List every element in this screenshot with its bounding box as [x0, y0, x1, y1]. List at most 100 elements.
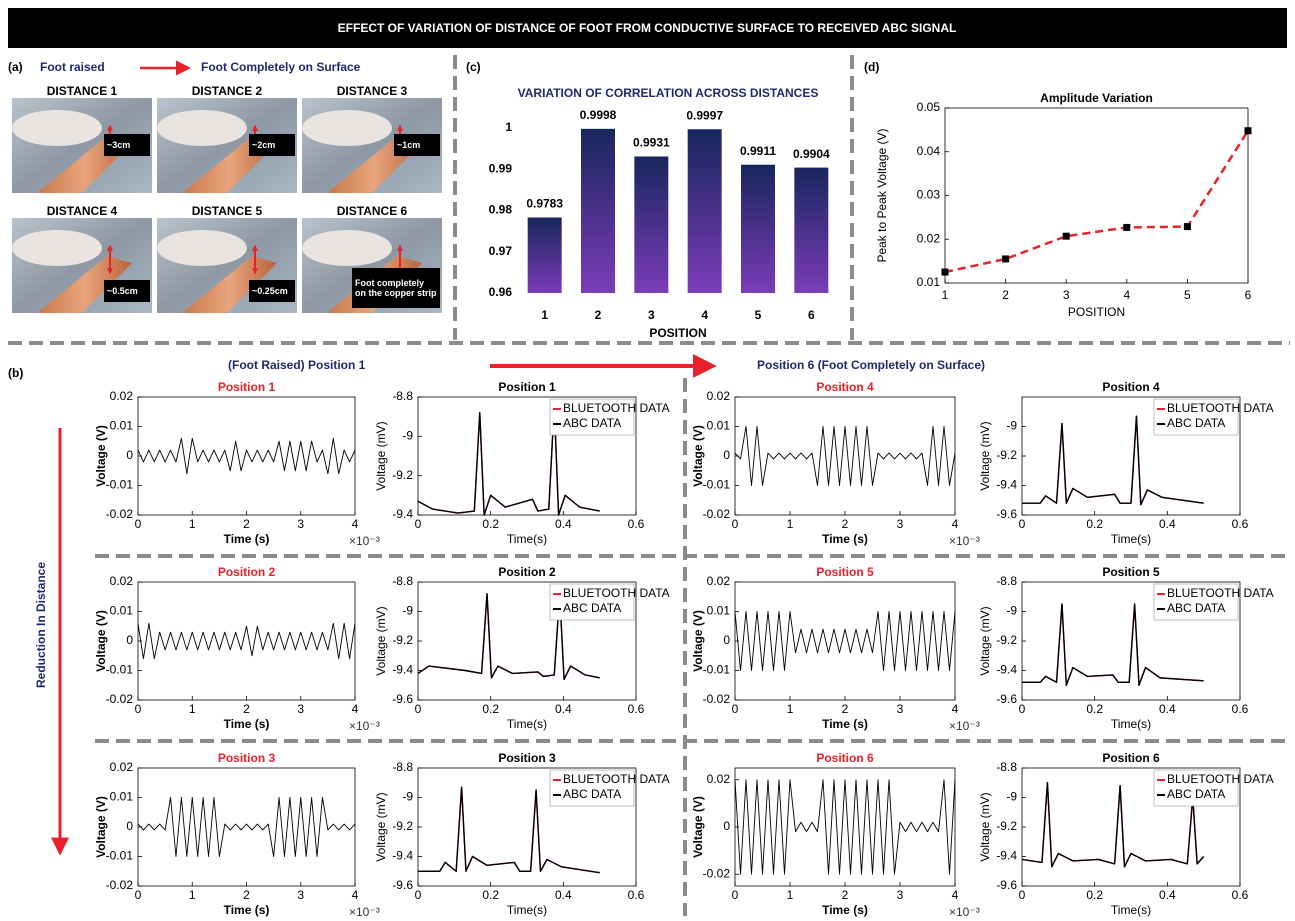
- y-tick-label: -0.01: [106, 849, 134, 863]
- y-tick-label: -9.6: [392, 692, 413, 706]
- y-tick-label: 0.01: [110, 604, 134, 618]
- y-tick-label: -9: [1006, 790, 1017, 804]
- chart-title: VARIATION OF CORRELATION ACROSS DISTANCE…: [518, 86, 819, 100]
- x-tick-label: 5: [755, 308, 762, 322]
- bar: [528, 218, 562, 293]
- data-marker: [1123, 224, 1130, 231]
- y-tick-label: -0.01: [703, 663, 731, 677]
- x-scale-label: ×10⁻³: [349, 905, 380, 919]
- y-tick-label: -8.8: [996, 760, 1017, 774]
- y-tick-label: 0.05: [917, 100, 941, 114]
- figure: EFFECT OF VARIATION OF DISTANCE OF FOOT …: [0, 0, 1295, 921]
- x-tick-label: 4: [952, 517, 959, 531]
- y-tick-label: 0: [126, 633, 133, 647]
- x-scale-label: ×10⁻³: [349, 719, 380, 733]
- x-axis-label: Time(s): [507, 532, 547, 546]
- x-scale-label: ×10⁻³: [949, 534, 980, 548]
- y-tick-label: -9: [1006, 419, 1017, 433]
- x-tick-label: 4: [352, 888, 359, 902]
- y-axis-label: Voltage (mV): [978, 606, 992, 675]
- value-label: 0.9911: [740, 144, 776, 158]
- y-tick-label: -9.2: [996, 448, 1017, 462]
- legend-label: BLUETOOTH DATA: [1167, 401, 1274, 415]
- x-tick-label: 0.6: [1232, 888, 1249, 902]
- y-tick-label: 0.01: [917, 275, 941, 289]
- y-tick-label: -8.8: [996, 574, 1017, 588]
- y-tick-label: -9.2: [392, 633, 413, 647]
- x-tick-label: 0.4: [555, 702, 572, 716]
- x-tick-label: 0.4: [1159, 888, 1176, 902]
- legend-label: BLUETOOTH DATA: [1167, 772, 1274, 786]
- y-tick-label: -9.2: [996, 633, 1017, 647]
- y-tick-label: -0.02: [703, 507, 731, 521]
- y-tick-label: 0: [723, 819, 730, 833]
- panel-label: (b): [8, 366, 23, 380]
- panel-b-from: (Foot Raised) Position 1: [228, 358, 366, 372]
- x-tick-label: 3: [297, 888, 304, 902]
- photo-label: DISTANCE 3: [337, 84, 408, 98]
- legend-label: ABC DATA: [563, 416, 621, 430]
- bar: [581, 129, 615, 293]
- value-label: 0.9783: [526, 197, 563, 211]
- legend-label: BLUETOOTH DATA: [563, 401, 670, 415]
- x-tick-label: 0: [135, 702, 142, 716]
- data-marker: [942, 269, 949, 276]
- x-axis-label: Time (s): [224, 532, 270, 546]
- x-tick-label: 1: [189, 517, 196, 531]
- y-tick-label: -9.4: [392, 663, 413, 677]
- axes-frame: [138, 582, 355, 700]
- y-tick-label: -9.4: [996, 663, 1017, 677]
- x-tick-label: 0.6: [1232, 517, 1249, 531]
- x-axis-label: Time(s): [1111, 717, 1151, 731]
- x-tick-label: 1: [189, 888, 196, 902]
- y-tick-label: -8.8: [392, 760, 413, 774]
- x-tick-label: 4: [352, 702, 359, 716]
- y-tick-label: -0.02: [106, 507, 134, 521]
- y-tick-label: 0.04: [917, 144, 941, 158]
- x-tick-label: 3: [648, 308, 655, 322]
- y-tick-label: -9.6: [996, 507, 1017, 521]
- note-box: ~1cm: [394, 134, 440, 156]
- x-tick-label: 0: [1019, 702, 1026, 716]
- x-tick-label: 3: [297, 517, 304, 531]
- photo-subject: [12, 230, 102, 266]
- y-tick-label: -9.6: [996, 692, 1017, 706]
- legend-label: ABC DATA: [563, 787, 621, 801]
- x-tick-label: 0: [135, 517, 142, 531]
- y-tick-label: -8.8: [392, 389, 413, 403]
- x-tick-label: 2: [243, 517, 250, 531]
- x-tick-label: 0: [732, 702, 739, 716]
- note-box: Foot completely on the copper strip: [352, 268, 440, 308]
- x-axis-label: Time (s): [822, 532, 868, 546]
- y-tick-label: -9.4: [392, 507, 413, 521]
- x-tick-label: 0: [415, 517, 422, 531]
- x-tick-label: 1: [787, 888, 794, 902]
- panel-b-to: Position 6 (Foot Completely on Surface): [757, 358, 985, 372]
- note-box: ~0.5cm: [104, 280, 150, 302]
- note-box: ~0.25cm: [249, 280, 295, 302]
- x-scale-label: ×10⁻³: [949, 719, 980, 733]
- photo-label: DISTANCE 1: [47, 84, 118, 98]
- y-tick-label: -0.02: [106, 878, 134, 892]
- photo-label: DISTANCE 5: [192, 204, 263, 218]
- y-axis-label: Voltage (V): [691, 610, 705, 672]
- y-tick-label: -0.01: [703, 478, 731, 492]
- y-axis-label: Voltage (mV): [374, 606, 388, 675]
- x-tick-label: 0.2: [482, 702, 499, 716]
- x-tick-label: 2: [842, 702, 849, 716]
- y-tick-label: 0.02: [707, 772, 731, 786]
- photo-note: ~0.25cm: [249, 280, 295, 302]
- y-axis-label: Voltage (V): [691, 796, 705, 858]
- x-tick-label: 3: [1063, 288, 1070, 302]
- x-axis-label: Time (s): [822, 903, 868, 917]
- bar: [688, 129, 722, 293]
- axes-frame: [735, 582, 955, 700]
- y-axis-label: Voltage (V): [94, 796, 108, 858]
- x-tick-label: 2: [595, 308, 602, 322]
- y-tick-label: 0.01: [110, 790, 134, 804]
- x-axis-label: POSITION: [1068, 305, 1125, 319]
- y-tick-label: -9: [1006, 604, 1017, 618]
- note-box: ~2cm: [249, 134, 295, 156]
- y-tick-label: 0.98: [489, 203, 513, 217]
- y-tick-label: -9: [402, 604, 413, 618]
